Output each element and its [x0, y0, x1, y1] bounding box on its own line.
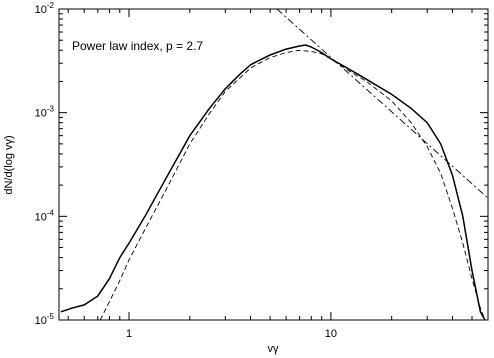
tick-labels: 1 10 10-5 10-4 10-3 10-2	[35, 1, 337, 340]
x-tick-label: 1	[126, 328, 132, 340]
y-tick-label: 10-3	[35, 105, 55, 120]
y-tick-label: 10-4	[35, 208, 55, 223]
series-dashed-line	[99, 49, 486, 321]
y-tick-label: 10-5	[35, 312, 55, 327]
plot-frame	[58, 8, 489, 321]
annotation: Power law index, p = 2.7	[72, 39, 203, 53]
y-axis-title: dN/d(log vγ)	[3, 135, 15, 194]
series-solid-line	[60, 44, 486, 321]
x-axis-title: vγ	[268, 343, 280, 355]
y-tick-label: 10-2	[35, 1, 55, 16]
series-dash-dot-line	[276, 8, 489, 199]
ticks	[59, 9, 489, 321]
x-tick-label: 10	[325, 328, 337, 340]
series-layer	[60, 8, 489, 321]
